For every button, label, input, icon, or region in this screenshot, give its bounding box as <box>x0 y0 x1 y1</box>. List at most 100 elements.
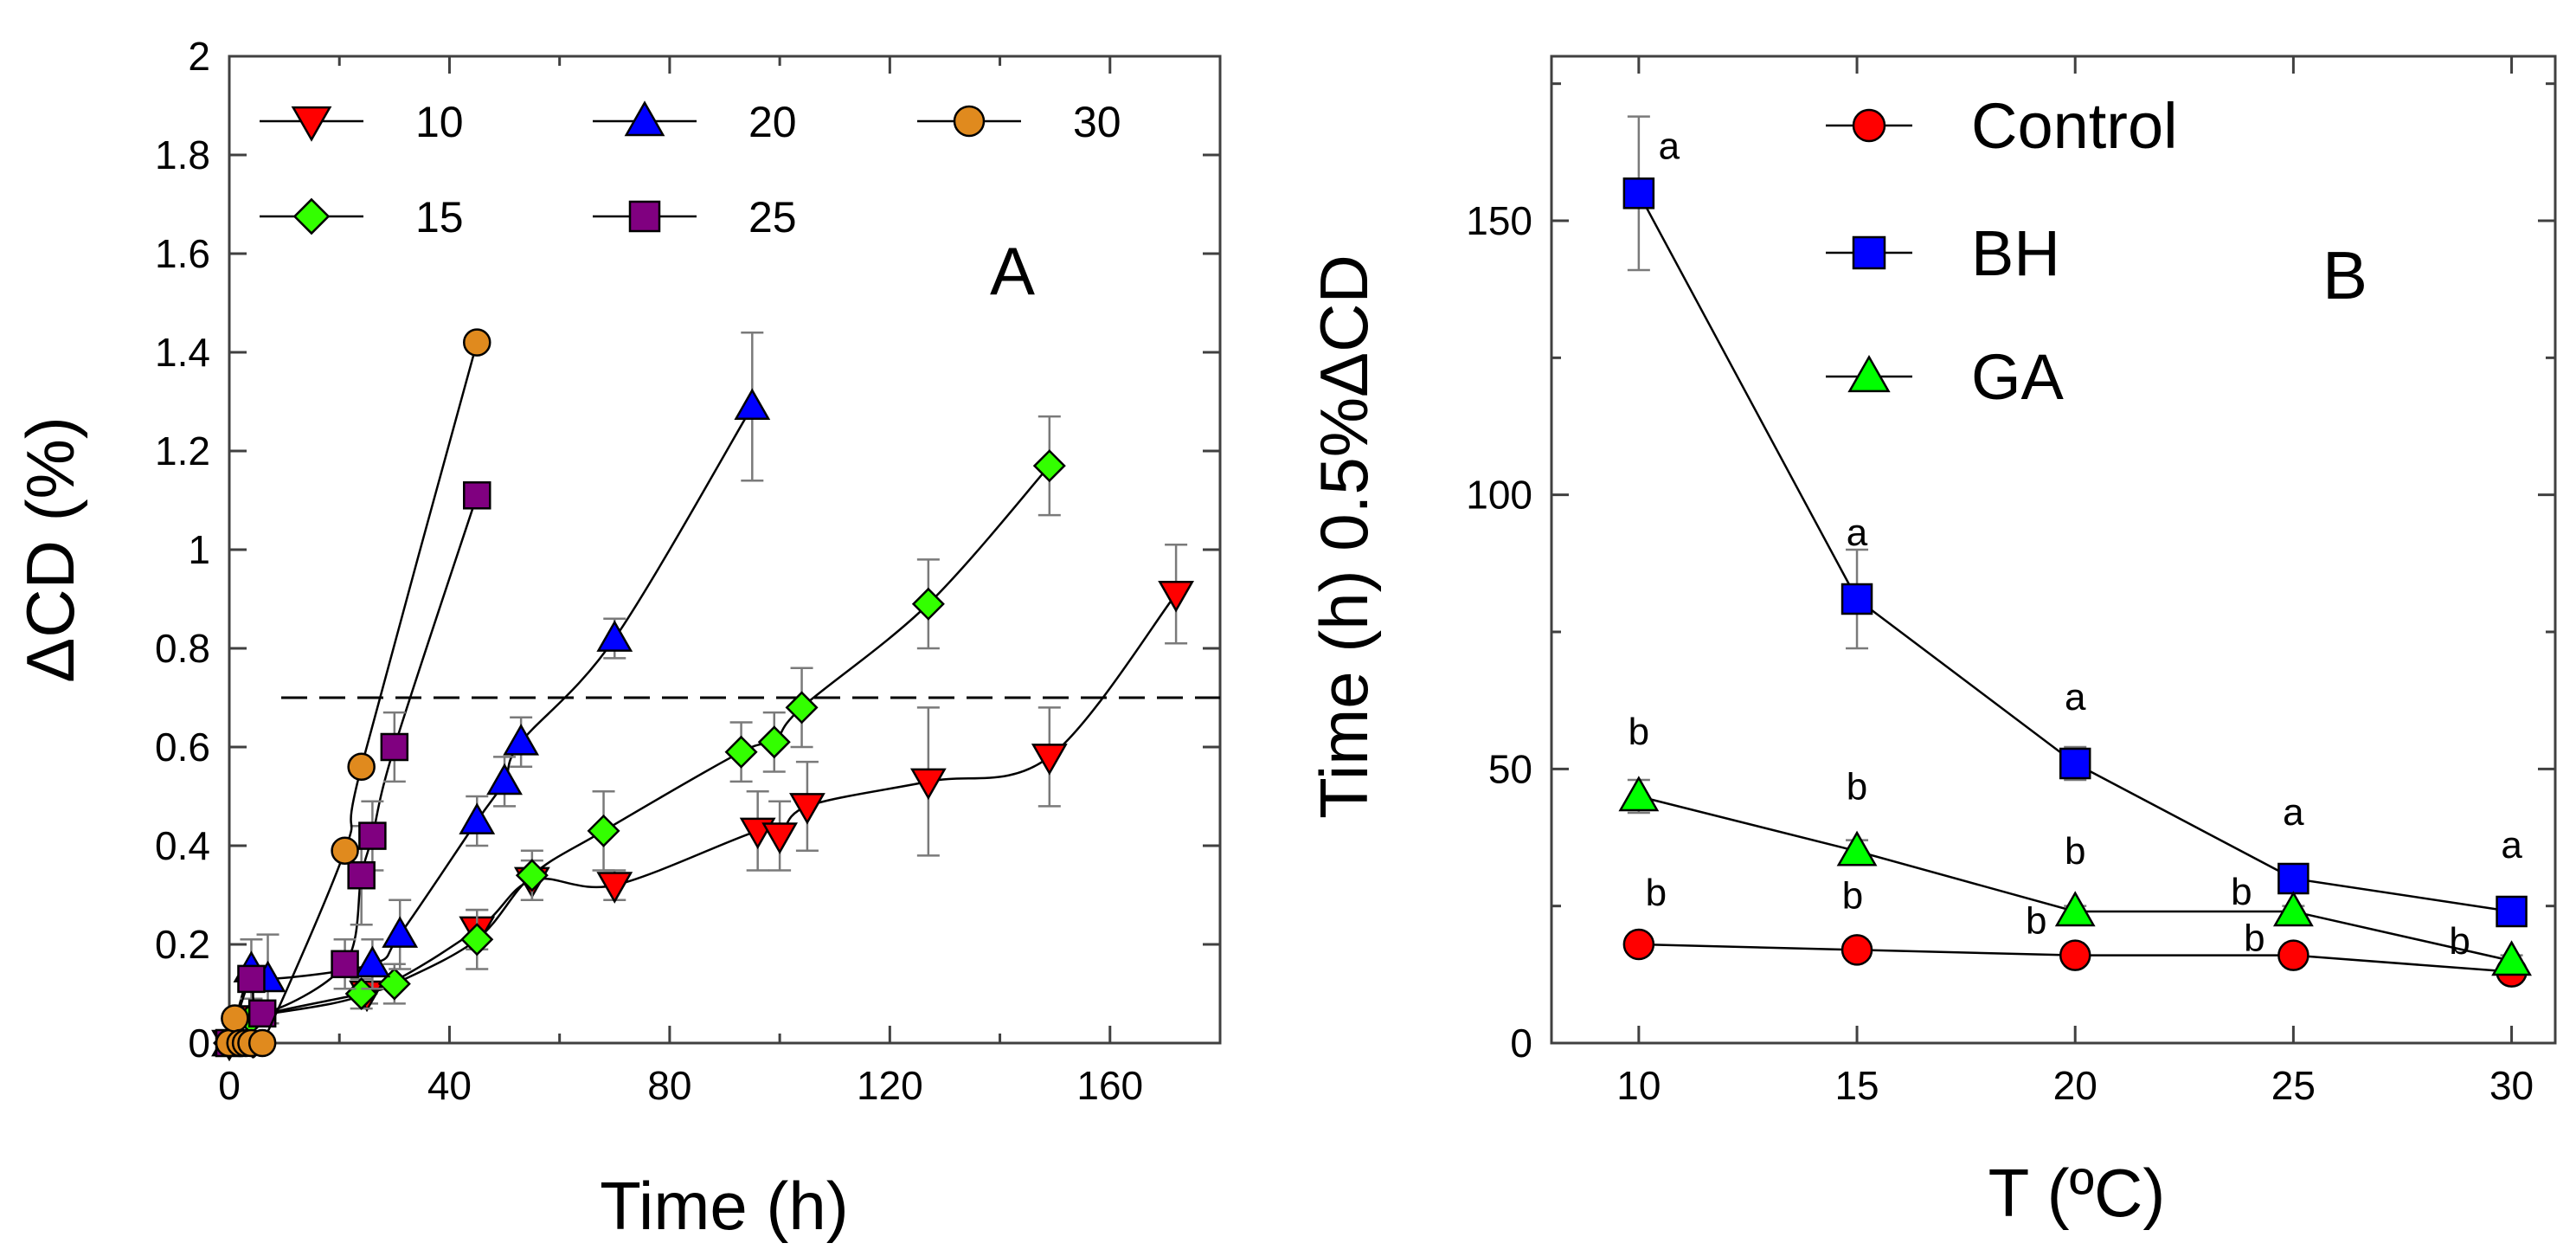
panel-b-x-axis-label: T (ºC) <box>1988 1155 2166 1231</box>
panel-a-legend-marker <box>628 200 661 233</box>
panel-a-point-15 <box>1032 449 1066 483</box>
panel-a-legend-label: 25 <box>748 193 797 242</box>
panel-b-series-control <box>1622 928 2528 988</box>
panel-a-point-15 <box>460 923 494 956</box>
panel-a-legend-item-30: 30 <box>917 98 1121 146</box>
panel-b-significance-label: a <box>1659 125 1680 167</box>
panel-b-y-tick-label: 0 <box>1510 1021 1532 1066</box>
panel-a-point-30 <box>347 752 376 782</box>
panel-a-series-20 <box>211 331 771 1057</box>
panel-b-legend-item-bh: BH <box>1826 217 2060 289</box>
panel-b-legend-marker <box>1852 235 1886 270</box>
panel-a-x-tick-label: 0 <box>218 1063 241 1108</box>
panel-a-x-tick-label: 40 <box>427 1063 472 1108</box>
panel-a-point-10 <box>761 822 799 854</box>
panel-b-significance-label: a <box>2501 824 2522 866</box>
panel-b-point-control <box>2277 939 2309 971</box>
panel-a-y-tick-label: 1.8 <box>155 132 210 177</box>
panel-a-y-tick-label: 0.4 <box>155 823 210 868</box>
panel-a-y-axis-label: ΔCD (%) <box>12 416 88 683</box>
panel-a-point-30 <box>331 836 359 865</box>
panel-a-y-tick-label: 0.2 <box>155 922 210 967</box>
panel-b-y-tick-label: 100 <box>1466 473 1532 518</box>
panel-b-legend-label: BH <box>1971 217 2060 289</box>
panel-b-point-control <box>1840 934 1873 966</box>
panel-a-point-20 <box>503 724 540 756</box>
panel-b-point-control <box>2059 939 2091 971</box>
panel-b-significance-label: b <box>1847 765 1867 808</box>
panel-a-x-tick-label: 160 <box>1076 1063 1143 1108</box>
panel-b-series-ga <box>1618 776 2532 976</box>
panel-b-point-ga <box>2491 940 2532 976</box>
panel-a-plot-frame <box>228 55 1222 1045</box>
panel-a-y-tick-label: 1.2 <box>155 428 210 473</box>
panel-b-point-bh <box>1840 583 1873 615</box>
panel-b-significance-label: a <box>2065 676 2086 718</box>
panel-a-x-tick-label: 120 <box>857 1063 923 1108</box>
panel-b-data <box>1618 115 2532 988</box>
panel-a-legend-item-10: 10 <box>260 98 464 146</box>
panel-a-legend-marker <box>291 106 332 142</box>
panel-a-y-tick-label: 1.6 <box>155 231 210 276</box>
panel-a-point-10 <box>1031 744 1068 776</box>
panel-a-point-25 <box>358 821 387 850</box>
panel-b-significance-label: a <box>1847 512 1868 554</box>
panel-a-legend-item-15: 15 <box>260 193 464 242</box>
panel-a-legend-marker <box>953 105 986 138</box>
panel-a-legend-marker <box>624 100 665 137</box>
panel-b-point-bh <box>2496 895 2528 928</box>
panel-b-y-tick-label: 50 <box>1488 746 1532 791</box>
panel-a-point-10 <box>1158 580 1195 613</box>
panel-a-y-tick-label: 0.8 <box>155 626 210 671</box>
panel-a-point-30 <box>463 328 491 357</box>
panel-a-point-25 <box>347 860 376 890</box>
panel-a-point-15 <box>515 859 549 892</box>
panel-a-x-tick-label: 80 <box>647 1063 691 1108</box>
panel-b-letter: B <box>2322 237 2367 313</box>
panel-b-legend-marker <box>1852 108 1886 143</box>
panel-a-point-20 <box>382 916 419 948</box>
panel-a-legend-marker <box>292 197 331 235</box>
panel-a-series-25 <box>215 481 491 1058</box>
panel-a-series-15 <box>212 415 1066 1060</box>
panel-a-point-20 <box>734 388 771 421</box>
panel-a-x-axis-label: Time (h) <box>600 1168 848 1244</box>
panel-a-point-25 <box>463 481 491 510</box>
panel-a-point-15 <box>724 735 758 769</box>
panel-b-series-bh <box>1622 115 2528 928</box>
panel-a-point-25 <box>247 999 277 1028</box>
panel-b-x-tick-label: 20 <box>2053 1063 2097 1108</box>
panel-b-significance-label: b <box>2231 871 2252 913</box>
panel-a-legend-item-25: 25 <box>593 193 797 242</box>
panel-b-legend-label: GA <box>1971 341 2065 413</box>
panel-a-point-30 <box>247 1028 277 1058</box>
panel-a-point-10 <box>596 872 633 904</box>
panel-b-significance-label: b <box>2244 918 2264 960</box>
panel-b-point-ga <box>1836 830 1878 866</box>
panel-a: 0 40 80 120 160 0 0.2 0.4 0.6 0.8 1 1.2 1.4 1.6 1.8 2 A… <box>12 34 1222 1244</box>
panel-a-point-20 <box>596 620 633 652</box>
panel-b-point-ga <box>2272 891 2314 927</box>
panel-a-point-10 <box>789 793 825 825</box>
panel-a-y-tick-label: 0.6 <box>155 725 210 770</box>
panel-b-point-bh <box>2277 862 2309 895</box>
panel-b-point-control <box>1622 928 1655 961</box>
panel-b-significance-label: b <box>2026 900 2046 943</box>
panel-a-point-25 <box>237 964 266 994</box>
panel-b-point-bh <box>2059 747 2091 780</box>
panel-a-point-15 <box>757 725 791 759</box>
panel-b-significance-label: a <box>2283 791 2304 834</box>
panel-b-point-ga <box>2054 891 2096 927</box>
panel-b-y-tick-label: 150 <box>1466 198 1532 243</box>
panel-b-x-tick-label: 30 <box>2489 1063 2534 1108</box>
panel-a-y-tick-label: 1 <box>188 527 210 572</box>
panel-b-x-tick-label: 25 <box>2271 1063 2316 1108</box>
panel-a-point-15 <box>587 814 620 847</box>
panel-b-point-bh <box>1622 177 1655 209</box>
panel-a-point-10 <box>909 768 947 801</box>
panel-b-significance-label: b <box>1646 872 1667 914</box>
panel-b-line-bh <box>1637 192 2512 913</box>
